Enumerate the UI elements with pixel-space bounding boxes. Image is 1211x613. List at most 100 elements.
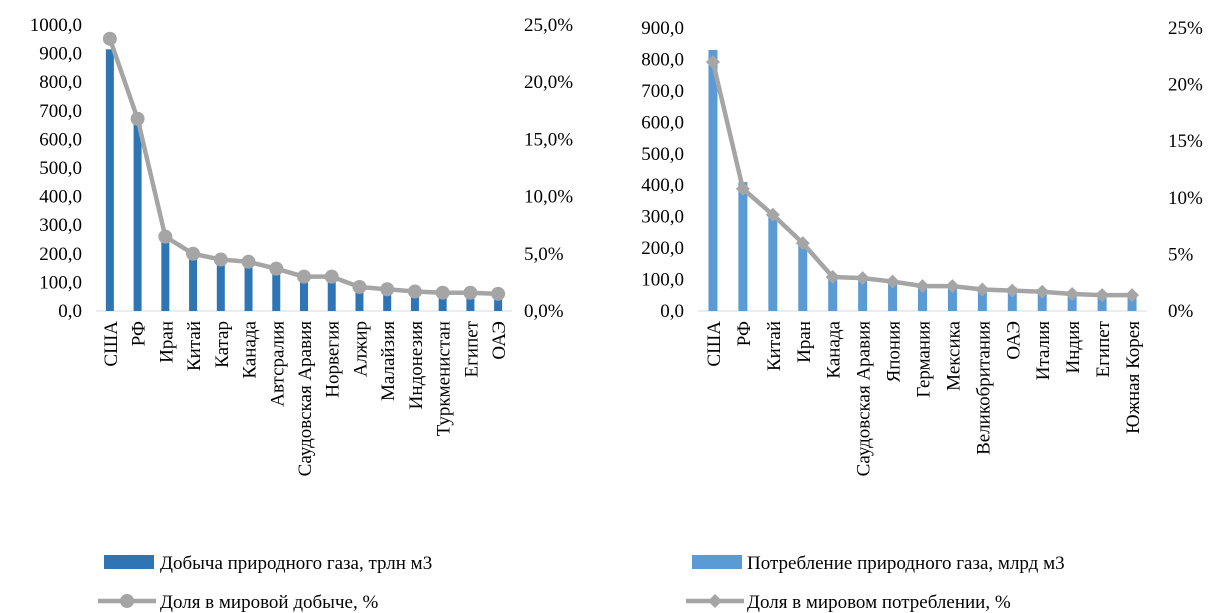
bar (828, 274, 838, 311)
x-category-label: Иран (794, 321, 815, 363)
x-category-label: Туркменистан (434, 321, 455, 436)
y-right-tick-label: 20% (1168, 75, 1203, 96)
y-left-tick-label: 700,0 (39, 101, 82, 122)
x-category-label: РФ (129, 321, 150, 346)
bar (888, 279, 898, 311)
bar (105, 49, 114, 312)
x-category-label: Китай (184, 321, 205, 371)
line-point (435, 285, 450, 300)
line-point (297, 269, 311, 284)
legend-label-line: Доля в мировом потреблении, % (747, 592, 1011, 613)
x-category-label: Саудовская Аравия (854, 321, 875, 477)
y-left-tick-label: 100,0 (641, 270, 684, 291)
line-point (158, 229, 173, 244)
x-category-label: РФ (734, 321, 755, 346)
x-category-label: Канада (824, 320, 845, 378)
bar (216, 260, 225, 311)
bar (355, 286, 364, 311)
y-right-tick-label: 25% (1168, 18, 1203, 39)
y-right-tick-label: 25,0% (524, 15, 573, 36)
line-point (1125, 288, 1140, 303)
x-category-label: Канада (240, 320, 261, 378)
y-right-tick-label: 10% (1168, 188, 1203, 209)
bar (272, 269, 281, 311)
y-left-tick-label: 100,0 (39, 272, 82, 293)
y-left-tick-label: 500,0 (39, 158, 82, 179)
bar (1007, 287, 1017, 311)
y-right-tick-label: 10,0% (524, 187, 573, 208)
x-category-label: Иран (156, 321, 177, 363)
bar (768, 213, 778, 311)
bar (947, 284, 957, 311)
legend-swatch-bars (692, 555, 742, 569)
line-point (1065, 287, 1080, 302)
x-category-label: Норвегия (323, 321, 344, 398)
y-left-tick-label: 200,0 (39, 244, 82, 265)
x-category-label: Великобритания (973, 321, 994, 455)
line-point (102, 31, 117, 46)
chart-gas-production: 0,0 100,0 200,0 300,0 400,0 500,0 600,0 700,0 80… (30, 15, 574, 613)
legend-label-line: Доля в мировой добыче, % (160, 592, 378, 613)
y-left-tick-label: 300,0 (39, 215, 82, 236)
x-category-label: Катар (212, 321, 233, 368)
bar (1037, 288, 1047, 311)
x-category-label: Мексика (943, 320, 964, 390)
y-right-tick-label: 15% (1168, 131, 1203, 152)
legend-label-bars: Потребление природного газа, млрд м3 (747, 553, 1065, 574)
bar (327, 278, 336, 311)
y-left-tick-label: 900,0 (39, 44, 82, 65)
x-category-label: Египет (1093, 320, 1114, 377)
line-point (825, 270, 840, 285)
line-point (795, 236, 810, 251)
line-point (213, 252, 228, 267)
y-left-tick-label: 600,0 (641, 112, 684, 133)
y-right-tick-label: 0,0% (524, 301, 564, 322)
bar (383, 289, 392, 311)
line-point (407, 284, 422, 299)
x-category-label: Италия (1033, 321, 1054, 381)
bar (189, 258, 198, 311)
bar (738, 182, 748, 311)
line-point (491, 286, 506, 301)
line-point (945, 279, 960, 294)
y-left-tick-label: 0,0 (660, 301, 684, 322)
bar (1127, 293, 1137, 311)
line-point (241, 254, 256, 269)
bar (300, 278, 308, 311)
line-point (705, 54, 720, 69)
chart-gas-consumption: 0,0 100,0 200,0 300,0 400,0 500,0 600,0 700,0 80… (641, 18, 1203, 613)
y-right-tick-label: 5% (1168, 244, 1194, 265)
x-category-label: Индия (1063, 321, 1084, 374)
y-left-tick-label: 900,0 (641, 18, 684, 39)
bar (466, 293, 475, 311)
line-point (130, 111, 145, 126)
y-left-tick-label: 400,0 (641, 175, 684, 196)
x-category-label: Китай (764, 321, 785, 371)
line-point (269, 261, 284, 276)
bar (858, 276, 868, 311)
line-point (855, 271, 870, 286)
x-category-label: ОАЭ (1003, 321, 1024, 360)
bar (133, 119, 142, 311)
y-right-tick-label: 0% (1168, 301, 1194, 322)
y-left-tick-label: 600,0 (39, 129, 82, 150)
x-category-label: Южная Корея (1123, 321, 1144, 434)
line-point (1095, 288, 1110, 303)
y-left-tick-label: 400,0 (39, 187, 82, 208)
x-category-label: Саудовская Аравия (295, 321, 316, 477)
y-left-tick-label: 300,0 (641, 207, 684, 228)
x-category-label: США (101, 321, 122, 367)
bar (1067, 292, 1077, 311)
y-left-tick-label: 700,0 (641, 81, 684, 102)
bar (977, 287, 987, 311)
bar (438, 292, 447, 311)
line-point (352, 279, 367, 294)
x-category-label: ОАЭ (489, 321, 510, 360)
bar (708, 50, 718, 312)
y-right-tick-label: 15,0% (524, 129, 573, 150)
legend-label-bars: Добыча природного газа, трлн м3 (160, 553, 432, 574)
y-left-tick-label: 800,0 (39, 72, 82, 93)
y-right-tick-label: 5,0% (524, 244, 564, 265)
line-point (1005, 283, 1020, 298)
